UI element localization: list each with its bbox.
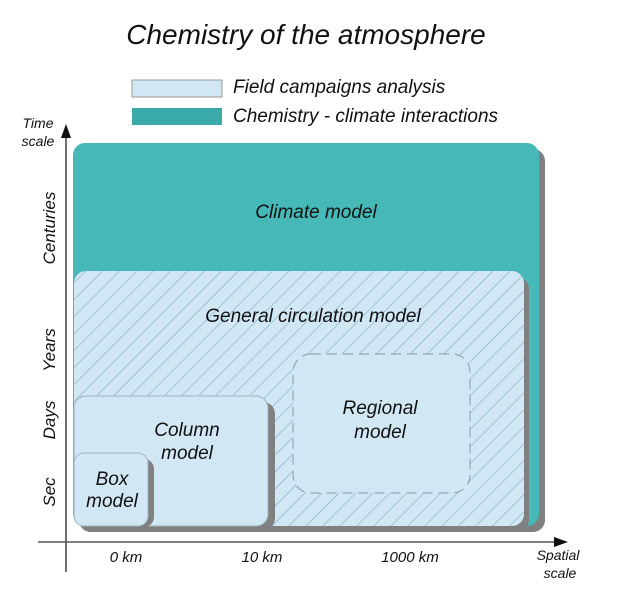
- x-axis-arrow-icon: [554, 537, 568, 547]
- y-tick-years: Years: [40, 328, 59, 372]
- legend-label-chemistry: Chemistry - climate interactions: [233, 106, 499, 127]
- regional-model-box: [292, 353, 471, 494]
- y-tick-sec: Sec: [40, 477, 59, 507]
- legend-swatch-chemistry: [132, 108, 222, 125]
- climate-model-label: Climate model: [255, 202, 377, 223]
- diagram-title: Chemistry of the atmosphere: [126, 19, 486, 50]
- y-tick-days: Days: [40, 400, 59, 439]
- y-axis-label-2: scale: [22, 133, 55, 149]
- legend-swatch-field: [131, 79, 223, 98]
- x-axis-label-1: Spatial: [537, 547, 581, 563]
- box-model-label-1: Box: [96, 469, 130, 490]
- y-axis-arrow-icon: [61, 124, 71, 138]
- box-model-label-2: model: [86, 491, 139, 512]
- x-axis-label-2: scale: [544, 565, 577, 581]
- column-model-label-1: Column: [154, 420, 219, 441]
- gcm-label: General circulation model: [205, 306, 421, 327]
- box-model-box: [73, 452, 149, 527]
- y-tick-centuries: Centuries: [40, 191, 59, 264]
- regional-model-label-1: Regional: [343, 398, 419, 419]
- regional-model-label-2: model: [354, 422, 407, 443]
- y-axis-label-1: Time: [23, 115, 54, 131]
- x-tick-0km: 0 km: [110, 549, 143, 566]
- x-tick-1000km: 1000 km: [381, 549, 439, 566]
- x-tick-10km: 10 km: [242, 549, 283, 566]
- column-model-label-2: model: [161, 443, 214, 464]
- legend-label-field: Field campaigns analysis: [233, 77, 446, 98]
